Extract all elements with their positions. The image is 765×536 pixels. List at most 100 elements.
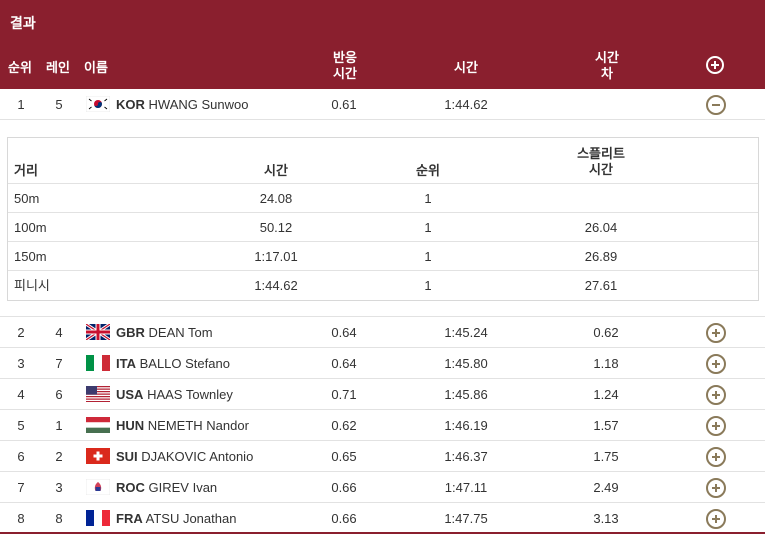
athlete-name-text: NEMETH Nandor [147,418,249,433]
country-code: ROC [116,480,145,495]
split-col-split: 스플리트 시간 [568,146,634,178]
split-time: 50.12 [259,220,293,235]
split-time: 1:44.62 [254,278,298,293]
plus-icon[interactable] [706,385,726,405]
expand-button[interactable] [706,323,726,343]
gbr-flag-icon [86,324,110,340]
country-code: HUN [116,418,145,433]
col-name: 이름 [84,60,108,75]
expand-button[interactable] [706,509,726,529]
country-code: ITA [116,356,136,371]
split-distance: 150m [14,249,47,264]
table-row[interactable]: 8 8 FRA ATSU Jonathan 0.66 1:47.75 3.13 [0,503,765,534]
reaction-cell: 0.64 [331,325,357,340]
expand-button[interactable] [706,416,726,436]
section-title: 결과 [10,15,36,31]
athlete-name-text: HWANG Sunwoo [148,97,249,112]
split-col-time: 시간 [264,163,288,178]
table-row-expanded[interactable]: 1 5 KOR HWANG Sunwoo 0.61 1:44.62 [0,89,765,120]
table-row[interactable]: 5 1 HUN NEMETH Nandor 0.62 1:46.19 1.57 [0,410,765,441]
country-code: FRA [116,511,143,526]
splits-header-row: 거리 시간 순위 스플리트 시간 [8,138,758,184]
time-cell: 1:45.24 [444,325,488,340]
split-split: 26.04 [584,220,618,235]
lane-cell: 5 [55,97,63,112]
split-rank: 1 [424,278,432,293]
divider [0,316,765,317]
lane-cell: 4 [55,325,63,340]
kor-flag-icon [86,96,110,112]
plus-icon[interactable] [706,354,726,374]
time-cell: 1:47.75 [444,511,488,526]
table-row[interactable]: 6 2 SUI DJAKOVIC Antonio 0.65 1:46.37 1.… [0,441,765,472]
reaction-cell: 0.61 [331,97,357,112]
split-col-rank: 순위 [416,163,440,178]
plus-icon[interactable] [706,478,726,498]
reaction-cell: 0.66 [331,511,357,526]
table-row[interactable]: 3 7 ITA BALLO Stefano 0.64 1:45.80 1.18 [0,348,765,379]
diff-cell: 1.18 [593,356,619,371]
split-distance: 100m [14,220,47,235]
diff-cell: 3.13 [593,511,619,526]
diff-cell: 1.57 [593,418,619,433]
rank-cell: 8 [17,511,25,526]
expand-button[interactable] [706,447,726,467]
split-col-split-line1: 스플리트 [577,146,625,161]
table-row[interactable]: 4 6 USA HAAS Townley 0.71 1:45.86 1.24 [0,379,765,410]
collapse-button[interactable] [706,95,726,115]
table-row[interactable]: 7 3 ROC GIREV Ivan 0.66 1:47.11 2.49 [0,472,765,503]
expand-button[interactable] [706,385,726,405]
expand-button[interactable] [706,354,726,374]
athlete-name-text: HAAS Townley [147,387,233,402]
col-time: 시간 [454,60,478,75]
usa-flag-icon [86,386,110,402]
col-reaction-line1: 반응 [333,50,357,65]
lane-cell: 3 [55,480,63,495]
split-time: 1:17.01 [254,249,298,264]
expand-all-plus-icon[interactable] [706,56,724,74]
time-cell: 1:46.37 [444,449,488,464]
reaction-cell: 0.65 [331,449,357,464]
reaction-cell: 0.66 [331,480,357,495]
split-row: 50m 24.08 1 [8,184,758,213]
ita-flag-icon [86,355,110,371]
plus-icon[interactable] [706,323,726,343]
time-cell: 1:47.11 [444,480,488,495]
rank-cell: 2 [17,325,25,340]
plus-icon[interactable] [706,509,726,529]
split-col-split-line2: 시간 [589,162,613,177]
rank-cell: 7 [17,480,25,495]
country-code: SUI [116,449,138,464]
time-cell: 1:46.19 [444,418,488,433]
split-split: 27.61 [584,278,618,293]
reaction-cell: 0.71 [331,387,357,402]
split-split: 26.89 [584,249,618,264]
split-row: 피니시 1:44.62 1 27.61 [8,271,758,300]
fra-flag-icon [86,510,110,526]
split-time: 24.08 [259,191,293,206]
country-code: GBR [116,325,145,340]
lane-cell: 7 [55,356,63,371]
plus-icon[interactable] [706,447,726,467]
athlete-name-text: ATSU Jonathan [145,511,237,526]
split-row: 100m 50.12 1 26.04 [8,213,758,242]
expand-button[interactable] [706,478,726,498]
minus-icon[interactable] [706,95,726,115]
diff-cell: 2.49 [593,480,619,495]
split-col-distance: 거리 [14,163,38,178]
athlete-name-text: GIREV Ivan [148,480,218,495]
col-lane: 레인 [46,60,70,75]
diff-cell: 1.24 [593,387,619,402]
hun-flag-icon [86,417,110,433]
rank-cell: 3 [17,356,25,371]
results-header: 결과 순위 레인 이름 반응 시간 시간 시간 차 [0,0,765,89]
diff-cell: 1.75 [593,449,619,464]
col-diff: 시간 차 [592,50,622,82]
plus-icon[interactable] [706,416,726,436]
col-diff-line2: 차 [601,66,613,81]
col-diff-line1: 시간 [595,50,619,65]
athlete-name: KOR HWANG Sunwoo [116,89,248,120]
roc-flag-icon [86,479,110,495]
table-row[interactable]: 2 4 GBR DEAN Tom 0.64 1:45.24 0.62 [0,317,765,348]
time-cell: 1:45.86 [444,387,488,402]
